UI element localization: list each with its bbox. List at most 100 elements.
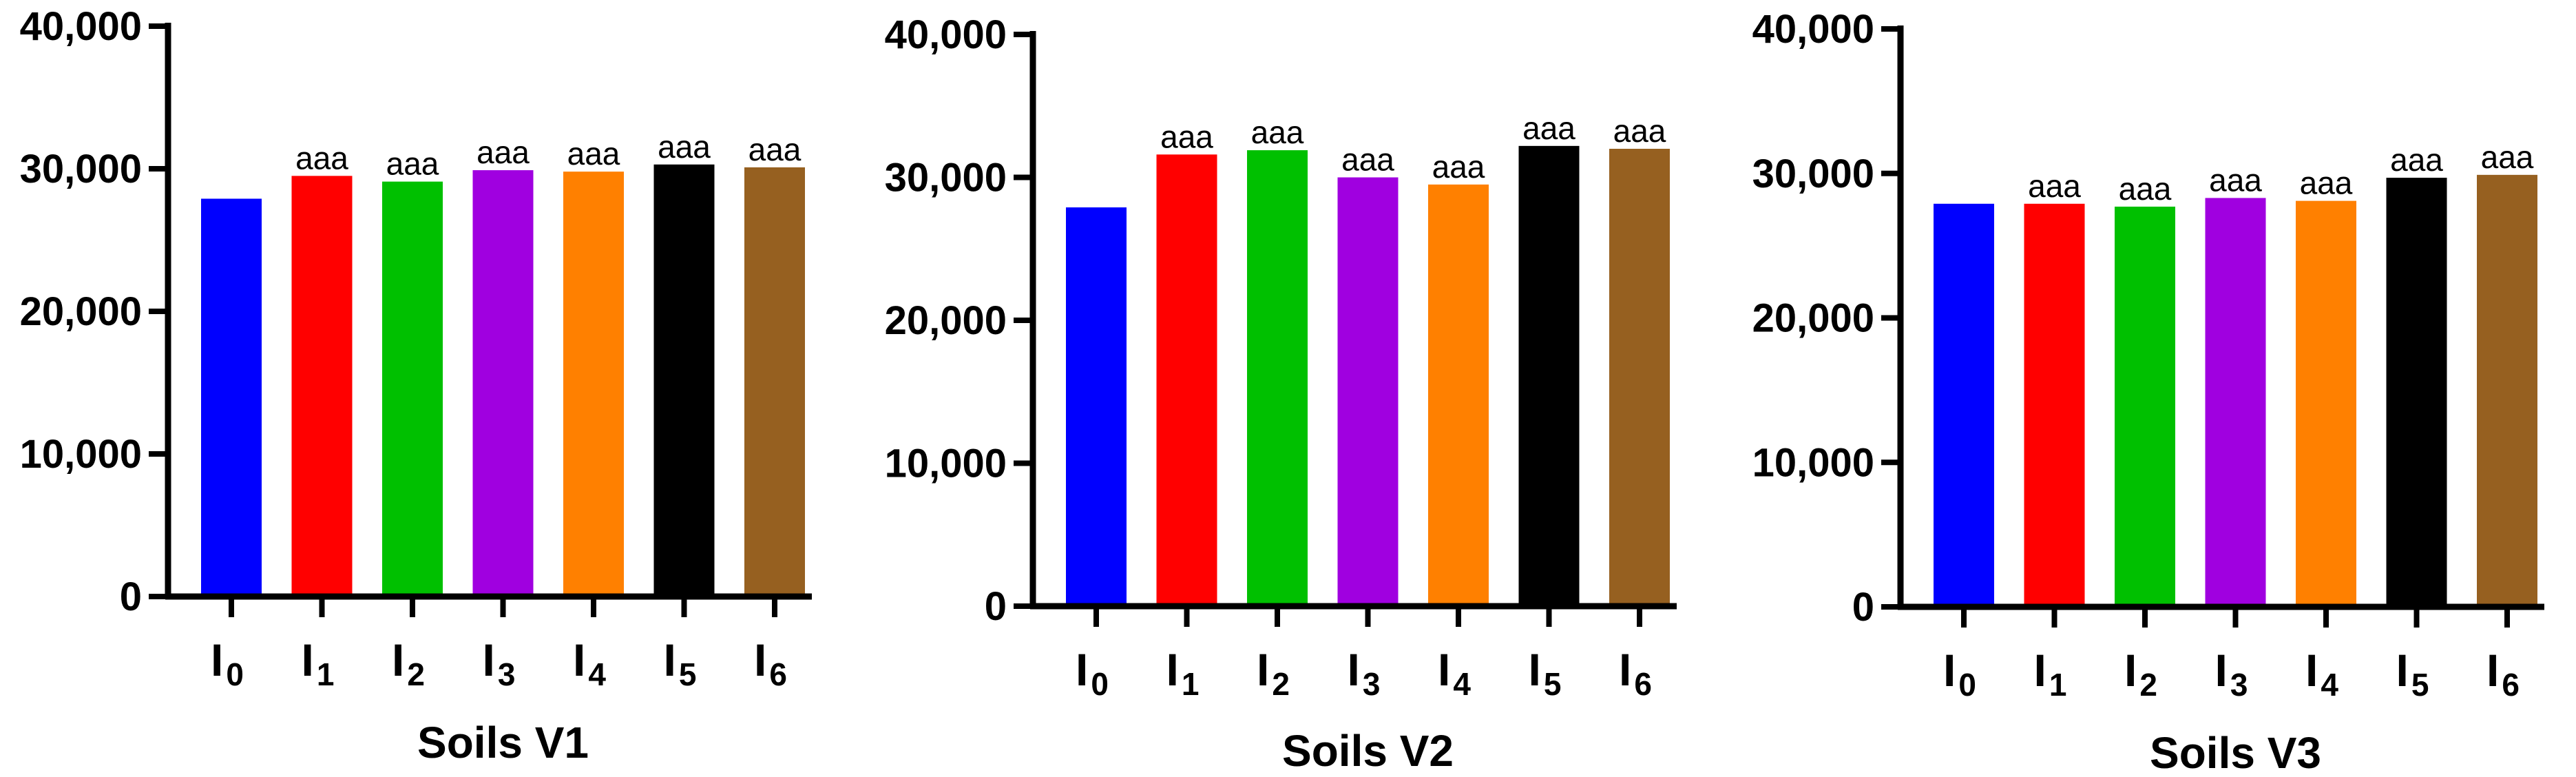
x-tick-label: I3 bbox=[483, 634, 516, 692]
x-tick-label: I3 bbox=[1348, 644, 1381, 702]
x-tick-label: I4 bbox=[1438, 644, 1471, 702]
bar-data-label: aaa bbox=[2300, 165, 2353, 201]
bar-I4 bbox=[2296, 200, 2356, 607]
x-tick-label-subscript: 0 bbox=[226, 656, 244, 692]
y-tick-label: 10,000 bbox=[20, 432, 142, 477]
bar-I3 bbox=[472, 170, 534, 597]
x-tick-label: I1 bbox=[302, 634, 335, 692]
bar-data-label: aaa bbox=[748, 132, 802, 167]
x-tick-label-subscript: 6 bbox=[769, 656, 787, 692]
x-tick-label-subscript: 6 bbox=[2502, 667, 2520, 703]
x-tick-label-subscript: 3 bbox=[1363, 666, 1381, 702]
x-tick-label-subscript: 1 bbox=[317, 656, 335, 692]
bar-data-label: aaa bbox=[2119, 171, 2172, 207]
x-tick-label: I6 bbox=[1619, 644, 1652, 702]
y-tick-label: 0 bbox=[1852, 585, 1874, 630]
y-tick-label: 40,000 bbox=[1752, 7, 1874, 52]
chart-panel-1: aaa aaa aaa aaa aaa aaa 0 10,000 20,000 30,000 40,… bbox=[20, 4, 812, 767]
bar-I1 bbox=[2024, 203, 2085, 607]
bar-data-label: aaa bbox=[1341, 142, 1394, 178]
x-tick-label: I4 bbox=[573, 634, 606, 692]
bar-I0 bbox=[1934, 203, 1994, 607]
bar-data-label: aaa bbox=[2209, 162, 2262, 198]
x-tick-label-subscript: 5 bbox=[2411, 667, 2429, 703]
x-tick-label-subscript: 4 bbox=[2321, 667, 2338, 703]
x-tick-label: I6 bbox=[2486, 645, 2520, 703]
x-tick-label: I0 bbox=[1943, 645, 1976, 703]
y-tick-label: 10,000 bbox=[1752, 440, 1874, 485]
y-tick-label: 20,000 bbox=[885, 298, 1007, 343]
bar-I1 bbox=[291, 176, 353, 597]
bar-I5 bbox=[1518, 145, 1580, 607]
x-tick-label-subscript: 2 bbox=[407, 656, 425, 692]
y-tick-label: 10,000 bbox=[885, 442, 1007, 486]
x-tick-label: I5 bbox=[2396, 645, 2429, 703]
chart-panel-2: aaa aaa aaa aaa aaa aaa 0 10,000 20,000 30,000 40,… bbox=[885, 12, 1677, 776]
y-tick-label: 20,000 bbox=[1752, 296, 1874, 341]
chart-title: Soils V2 bbox=[1282, 726, 1454, 776]
chart-panel-3: aaa aaa aaa aaa aaa aaa 0 10,000 20,000 30,000 40,… bbox=[1752, 7, 2544, 777]
bar-data-label: aaa bbox=[1160, 118, 1213, 154]
y-tick-label: 30,000 bbox=[885, 156, 1007, 200]
bar-I2 bbox=[1247, 150, 1308, 606]
x-tick-label-subscript: 5 bbox=[1544, 666, 1562, 702]
y-tick-label: 20,000 bbox=[20, 289, 142, 334]
bar-data-label: aaa bbox=[1613, 113, 1666, 149]
x-tick-label: I4 bbox=[2305, 645, 2338, 703]
x-tick-label: I2 bbox=[2124, 645, 2157, 703]
bar-I4 bbox=[563, 172, 624, 597]
x-tick-label: I5 bbox=[664, 634, 697, 692]
bar-I0 bbox=[201, 198, 262, 597]
x-tick-label-subscript: 6 bbox=[1634, 666, 1652, 702]
bar-I4 bbox=[1428, 184, 1489, 606]
x-tick-label-subscript: 1 bbox=[1182, 666, 1200, 702]
x-tick-label-subscript: 1 bbox=[2049, 667, 2067, 703]
y-tick-label: 0 bbox=[120, 574, 142, 619]
bar-I0 bbox=[1066, 207, 1127, 606]
x-tick-label-subscript: 5 bbox=[679, 656, 697, 692]
x-tick-label: I0 bbox=[1076, 644, 1109, 702]
bar-data-label: aaa bbox=[1432, 149, 1485, 185]
y-tick-label: 0 bbox=[985, 584, 1007, 629]
y-tick-label: 30,000 bbox=[20, 147, 142, 191]
bar-data-label: aaa bbox=[386, 146, 439, 182]
bar-data-label: aaa bbox=[1251, 114, 1304, 150]
bar-I5 bbox=[653, 164, 715, 597]
x-tick-label-subscript: 2 bbox=[1272, 666, 1290, 702]
x-tick-label: I3 bbox=[2215, 645, 2248, 703]
x-tick-label: I1 bbox=[1166, 644, 1200, 702]
bar-data-label: aaa bbox=[477, 134, 530, 170]
bar-data-label: aaa bbox=[2481, 139, 2534, 175]
bar-data-label: aaa bbox=[2028, 168, 2081, 204]
x-tick-label-subscript: 4 bbox=[1453, 666, 1471, 702]
bar-I2 bbox=[2115, 206, 2175, 607]
bar-I3 bbox=[1337, 177, 1399, 606]
bar-I6 bbox=[744, 167, 805, 597]
y-tick-label: 40,000 bbox=[885, 12, 1007, 57]
bar-I2 bbox=[382, 181, 443, 597]
x-tick-label-subscript: 3 bbox=[498, 656, 516, 692]
x-tick-label-subscript: 0 bbox=[1958, 667, 1976, 703]
bar-I3 bbox=[2205, 198, 2266, 608]
y-tick-label: 30,000 bbox=[1752, 152, 1874, 196]
bar-I6 bbox=[2477, 174, 2537, 607]
y-tick-label: 40,000 bbox=[20, 4, 142, 49]
x-tick-label-subscript: 3 bbox=[2230, 667, 2248, 703]
chart-title: Soils V1 bbox=[417, 718, 589, 767]
x-tick-label-subscript: 0 bbox=[1091, 666, 1109, 702]
x-tick-label: I2 bbox=[1257, 644, 1290, 702]
bar-data-label: aaa bbox=[1522, 110, 1575, 146]
x-tick-label: I2 bbox=[392, 634, 425, 692]
x-tick-label: I0 bbox=[211, 634, 244, 692]
x-tick-label: I5 bbox=[1529, 644, 1562, 702]
bar-data-label: aaa bbox=[295, 140, 348, 176]
x-tick-label: I6 bbox=[754, 634, 787, 692]
chart-title: Soils V3 bbox=[2150, 728, 2321, 777]
bar-I1 bbox=[1156, 154, 1217, 607]
bar-data-label: aaa bbox=[2390, 142, 2443, 178]
bar-data-label: aaa bbox=[658, 129, 711, 165]
bar-I6 bbox=[1609, 149, 1670, 606]
bar-I5 bbox=[2386, 178, 2447, 608]
x-tick-label-subscript: 2 bbox=[2139, 667, 2157, 703]
